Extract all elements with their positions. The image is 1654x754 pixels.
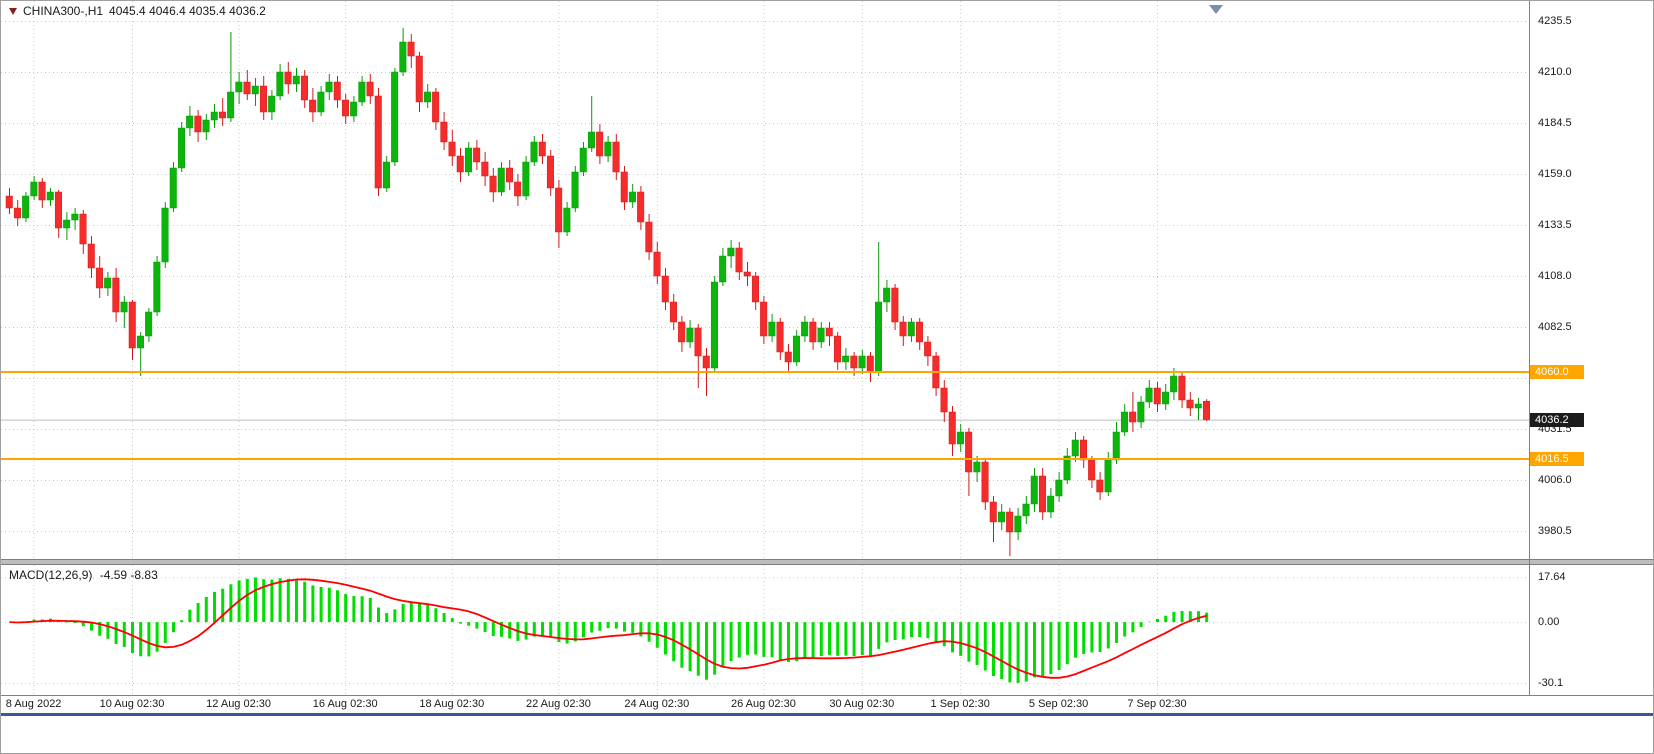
price-tick-label: 4006.0 [1538, 474, 1572, 486]
time-axis-label: 26 Aug 02:30 [730, 698, 796, 710]
price-tick-label: 3980.5 [1538, 525, 1572, 537]
time-axis-label: 1 Sep 02:30 [930, 698, 990, 710]
price-tick-label: 4082.5 [1538, 321, 1572, 333]
time-axis-label: 12 Aug 02:30 [206, 698, 272, 710]
macd-signal-line [9, 578, 1207, 679]
price-tick-label: 4108.0 [1538, 270, 1572, 282]
time-axis-label: 8 Aug 2022 [5, 698, 62, 710]
time-axis-label: 10 Aug 02:30 [99, 698, 165, 710]
macd-label-values: -4.59 -8.83 [99, 568, 158, 582]
price-tick-label: 4133.5 [1538, 219, 1572, 231]
macd-indicator-label: MACD(12,26,9) -4.59 -8.83 [9, 568, 162, 582]
macd-label-name: MACD(12,26,9) [9, 568, 93, 582]
price-tick-label: 4159.0 [1538, 168, 1572, 180]
macd-axis-zero-label: 0.00 [1538, 616, 1560, 629]
ohlc-values-label: 4045.4 4046.4 4035.4 4036.2 [109, 4, 266, 18]
time-axis-label: 18 Aug 02:30 [419, 698, 485, 710]
macd-axis-max-label: 17.64 [1538, 571, 1566, 584]
price-tag-4036.2: 4036.2 [1530, 412, 1584, 427]
price-tick-label: 4235.5 [1538, 15, 1572, 27]
time-axis-label: 30 Aug 02:30 [829, 698, 895, 710]
macd-axis-min-label: -30.1 [1538, 676, 1564, 689]
price-tick-label: 4210.0 [1538, 66, 1572, 78]
chart-symbol-icon [9, 7, 17, 15]
price-axis[interactable]: 4235.5 4210.0 4184.5 4159.0 4133.5 4108.0 4082… [1530, 1, 1653, 695]
symbol-timeframe-label: CHINA300-,H1 [23, 4, 104, 18]
time-axis-label: 16 Aug 02:30 [312, 698, 378, 710]
time-axis-label: 24 Aug 02:30 [624, 698, 690, 710]
window-bottom-edge [1, 713, 1653, 716]
time-axis[interactable]: 8 Aug 2022 10 Aug 02:30 12 Aug 02:30 16 Aug… [1, 695, 1653, 714]
chart-shift-marker-icon[interactable] [1209, 5, 1223, 14]
pane-separator[interactable] [1, 559, 1654, 565]
time-axis-label: 7 Sep 02:30 [1127, 698, 1187, 710]
price-tick-label: 4184.5 [1538, 117, 1572, 129]
time-axis-label: 5 Sep 02:30 [1028, 698, 1089, 710]
time-axis-label: 22 Aug 02:30 [525, 698, 591, 710]
candlestick-chart-canvas[interactable] [1, 1, 1654, 695]
price-tag-4016.5: 4016.5 [1530, 452, 1584, 466]
macd-histogram [16, 577, 1209, 683]
candles-layer [5, 28, 1210, 556]
chart-title: CHINA300-,H1 4045.4 4046.4 4035.4 4036.2 [9, 4, 266, 18]
price-tag-4060.0: 4060.0 [1530, 365, 1584, 379]
